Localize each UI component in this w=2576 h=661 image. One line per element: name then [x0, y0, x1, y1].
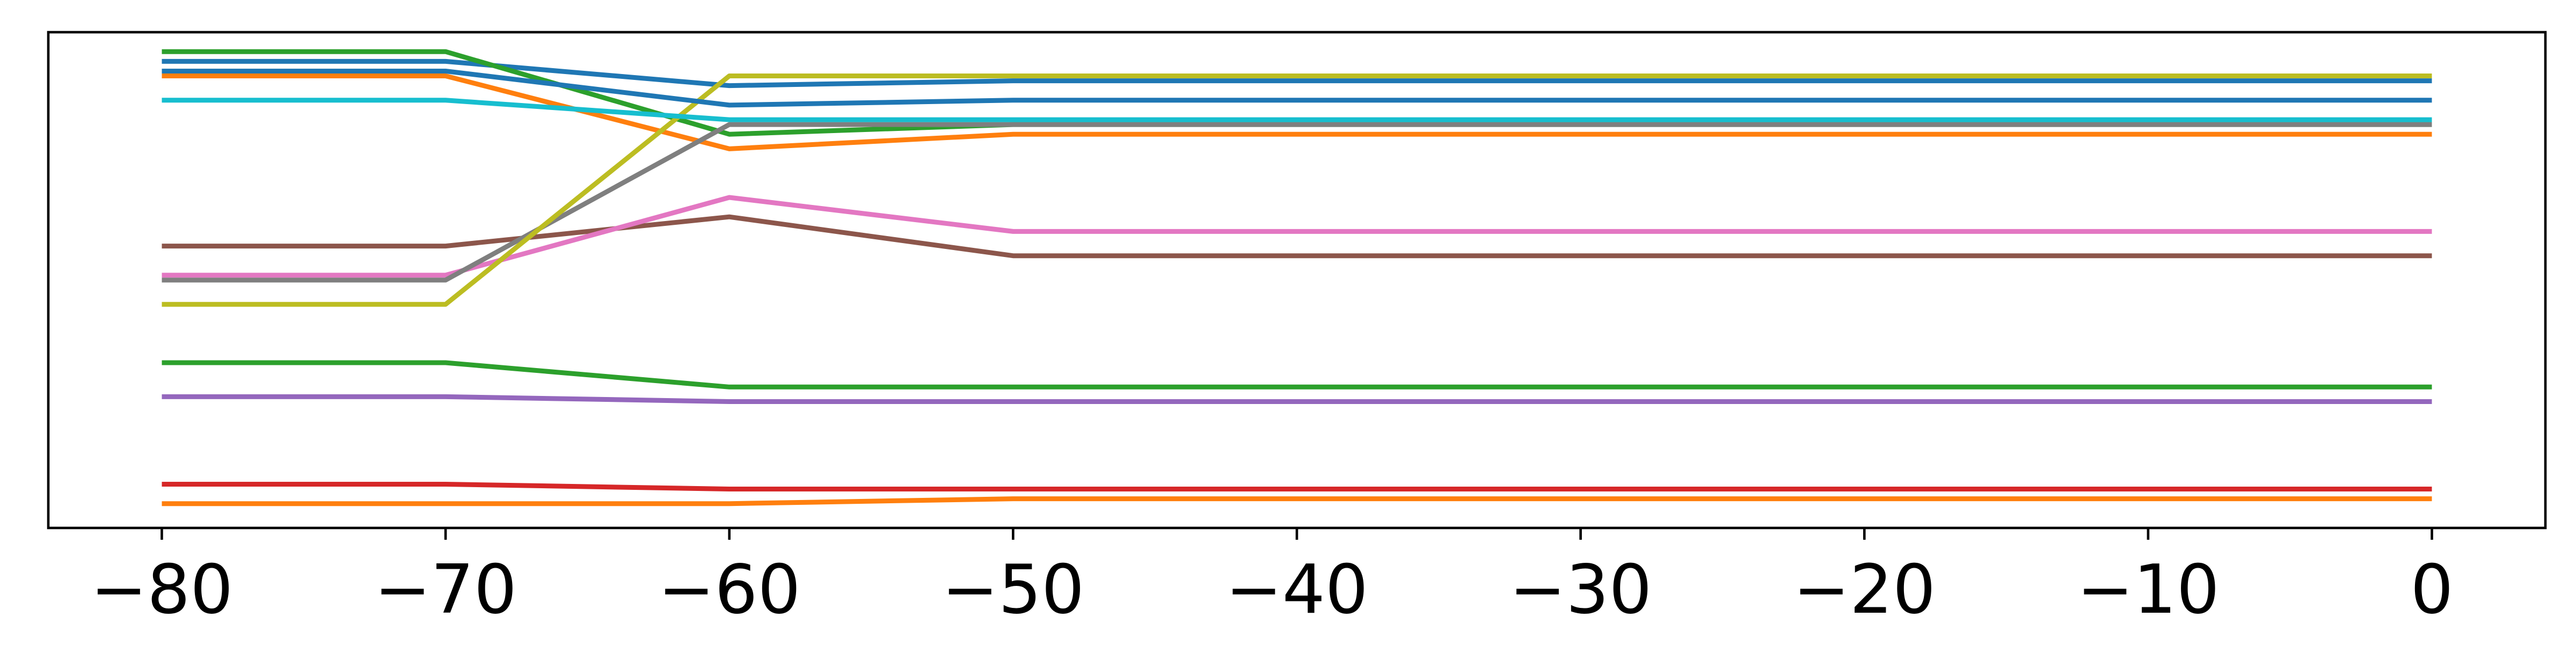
- x-tick-label: −70: [374, 550, 517, 629]
- series-line-10: [162, 98, 2432, 122]
- x-tick-label: 0: [2410, 550, 2453, 629]
- x-tick-label: −30: [1509, 550, 1652, 629]
- x-tick-label: −20: [1793, 550, 1936, 629]
- series-line-11: [162, 69, 2432, 108]
- series-line-6: [162, 214, 2432, 259]
- series-line-5: [162, 394, 2432, 404]
- x-tick-label: −40: [1225, 550, 1368, 629]
- x-tick-label: −60: [658, 550, 801, 629]
- series-line-4: [162, 482, 2432, 491]
- series-line-1: [162, 58, 2432, 89]
- series-line-7: [162, 195, 2432, 278]
- x-axis: −80 −70 −60 −50 −40 −30 −20 −10 0: [91, 528, 2454, 629]
- series-line-2: [162, 74, 2432, 151]
- x-tick-label: −50: [942, 550, 1084, 629]
- x-tick-label: −80: [91, 550, 233, 629]
- x-tick-label: −10: [2077, 550, 2220, 629]
- series-line-12: [162, 496, 2432, 506]
- series-line-13: [162, 360, 2432, 390]
- series-line-9: [162, 74, 2432, 307]
- series-layer: [162, 49, 2432, 506]
